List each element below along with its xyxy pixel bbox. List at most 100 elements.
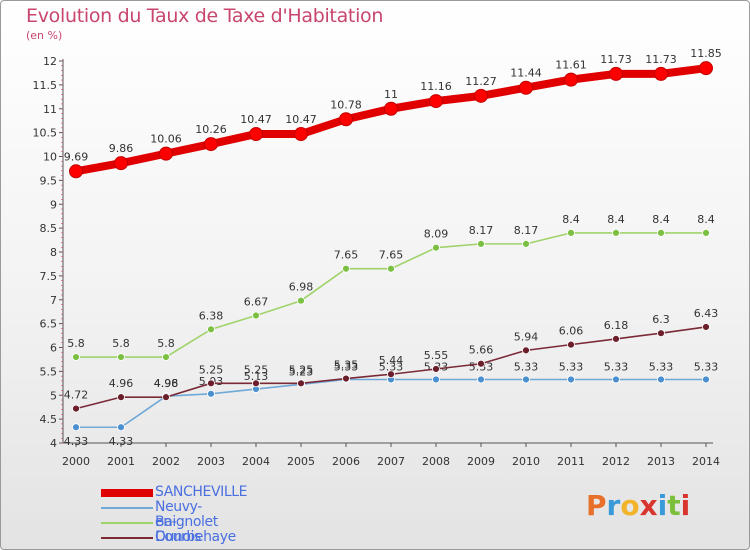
data-point-sancheville <box>339 112 353 127</box>
x-tick-label: 2002 <box>152 455 180 468</box>
legend-swatch-courbehaye <box>101 537 153 539</box>
data-point-sancheville <box>69 164 83 179</box>
data-label-baignolet: 5.8 <box>67 337 85 350</box>
y-tick-label: 8 <box>50 246 57 259</box>
data-label-baignolet: 8.09 <box>424 228 449 241</box>
data-label-courbehaye: 5.66 <box>469 344 494 357</box>
data-label-courbehaye: 5.25 <box>244 363 269 376</box>
data-point-sancheville <box>609 66 623 81</box>
x-tick-label: 2010 <box>512 455 540 468</box>
data-label-courbehaye: 5.35 <box>334 359 359 372</box>
data-label-neuvy-en-dunois: 5.33 <box>694 360 719 373</box>
data-point-sancheville <box>159 146 173 161</box>
logo-letter: o <box>620 489 640 522</box>
data-label-sancheville: 11.27 <box>465 75 497 88</box>
data-label-sancheville: 9.86 <box>109 142 134 155</box>
data-point-sancheville <box>474 88 488 103</box>
x-tick-label: 2001 <box>107 455 135 468</box>
y-tick-label: 5.5 <box>40 365 58 378</box>
y-tick-label: 11 <box>43 103 57 116</box>
data-point-baignolet <box>207 325 215 334</box>
y-tick-label: 9 <box>50 198 57 211</box>
data-label-courbehaye: 5.25 <box>199 363 224 376</box>
chart-title: Evolution du Taux de Taxe d'Habitation <box>26 5 384 27</box>
data-label-courbehaye: 6.3 <box>652 313 670 326</box>
y-tick-label: 7.5 <box>40 270 58 283</box>
data-point-courbehaye <box>702 323 710 331</box>
data-label-courbehaye: 5.44 <box>379 354 404 367</box>
data-point-baignolet <box>72 353 80 361</box>
data-point-courbehaye <box>432 365 440 373</box>
data-label-courbehaye: 4.72 <box>64 389 89 402</box>
legend-label-courbehaye: Courbehaye <box>155 529 236 545</box>
logo-letter: i <box>680 489 691 522</box>
y-tick-label: 5 <box>50 389 57 402</box>
data-label-neuvy-en-dunois: 5.33 <box>379 360 404 373</box>
legend-label-sancheville: SANCHEVILLE <box>155 484 248 500</box>
data-label-neuvy-en-dunois: 5.33 <box>649 360 674 373</box>
data-point-neuvy-en-dunois <box>72 423 80 432</box>
data-label-neuvy-en-dunois: 5.33 <box>514 360 539 373</box>
data-point-courbehaye <box>252 379 260 388</box>
chart-unit: (en %) <box>26 29 63 42</box>
data-label-sancheville: 10.47 <box>285 113 317 126</box>
data-point-courbehaye <box>657 329 665 338</box>
y-tick-label: 10 <box>43 151 57 164</box>
data-label-baignolet: 5.8 <box>157 337 175 350</box>
data-label-baignolet: 6.38 <box>199 309 224 322</box>
data-label-sancheville: 10.78 <box>330 98 362 111</box>
y-tick-label: 12 <box>43 55 57 68</box>
data-point-courbehaye <box>342 374 350 383</box>
data-point-sancheville <box>384 101 398 116</box>
data-label-sancheville: 11.73 <box>645 53 677 66</box>
y-tick-label: 4 <box>50 437 57 450</box>
data-point-courbehaye <box>72 404 80 413</box>
data-point-baignolet <box>387 264 395 273</box>
x-tick-label: 2006 <box>332 455 360 468</box>
data-point-neuvy-en-dunois <box>522 375 530 384</box>
data-point-baignolet <box>342 264 350 273</box>
data-point-neuvy-en-dunois <box>702 375 710 384</box>
logo-letter: r <box>606 489 621 522</box>
x-tick-label: 2009 <box>467 455 495 468</box>
data-point-baignolet <box>297 296 305 305</box>
data-point-courbehaye <box>522 346 530 355</box>
data-point-sancheville <box>429 94 443 109</box>
logo-letter: t <box>667 489 681 522</box>
data-point-courbehaye <box>567 340 575 349</box>
y-tick-label: 8.5 <box>40 222 58 235</box>
data-label-courbehaye: 4.96 <box>109 377 134 390</box>
x-tick-label: 2004 <box>242 455 270 468</box>
data-point-neuvy-en-dunois <box>477 375 485 384</box>
y-tick-label: 10.5 <box>33 127 58 140</box>
data-point-courbehaye <box>162 393 170 402</box>
data-point-courbehaye <box>297 379 305 388</box>
data-label-courbehaye: 6.06 <box>559 325 584 338</box>
logo-letter: P <box>586 489 607 522</box>
legend-swatch-neuvy-en-dunois <box>101 507 153 509</box>
data-label-neuvy-en-dunois: 5.33 <box>334 360 359 373</box>
data-label-baignolet: 8.4 <box>562 213 580 226</box>
data-label-courbehaye: 4.96 <box>154 377 179 390</box>
data-point-neuvy-en-dunois <box>117 423 125 432</box>
data-point-neuvy-en-dunois <box>612 375 620 384</box>
data-label-courbehaye: 5.55 <box>424 349 449 362</box>
x-tick-label: 2012 <box>602 455 630 468</box>
data-label-sancheville: 10.26 <box>195 123 227 136</box>
legend-label-baignolet: Baignolet <box>155 514 218 530</box>
data-label-sancheville: 10.47 <box>240 113 272 126</box>
data-point-baignolet <box>567 228 575 237</box>
data-point-baignolet <box>612 228 620 237</box>
data-label-sancheville: 11.73 <box>600 53 632 66</box>
data-point-baignolet <box>162 353 170 361</box>
data-point-neuvy-en-dunois <box>432 375 440 384</box>
data-point-sancheville <box>564 72 578 87</box>
data-label-courbehaye: 5.25 <box>289 363 314 376</box>
data-point-baignolet <box>432 243 440 252</box>
data-label-neuvy-en-dunois: 5.33 <box>604 360 629 373</box>
data-label-baignolet: 8.17 <box>469 224 494 237</box>
data-label-sancheville: 11.16 <box>420 80 452 93</box>
data-label-courbehaye: 6.43 <box>694 307 719 320</box>
y-tick-label: 6 <box>50 342 57 355</box>
